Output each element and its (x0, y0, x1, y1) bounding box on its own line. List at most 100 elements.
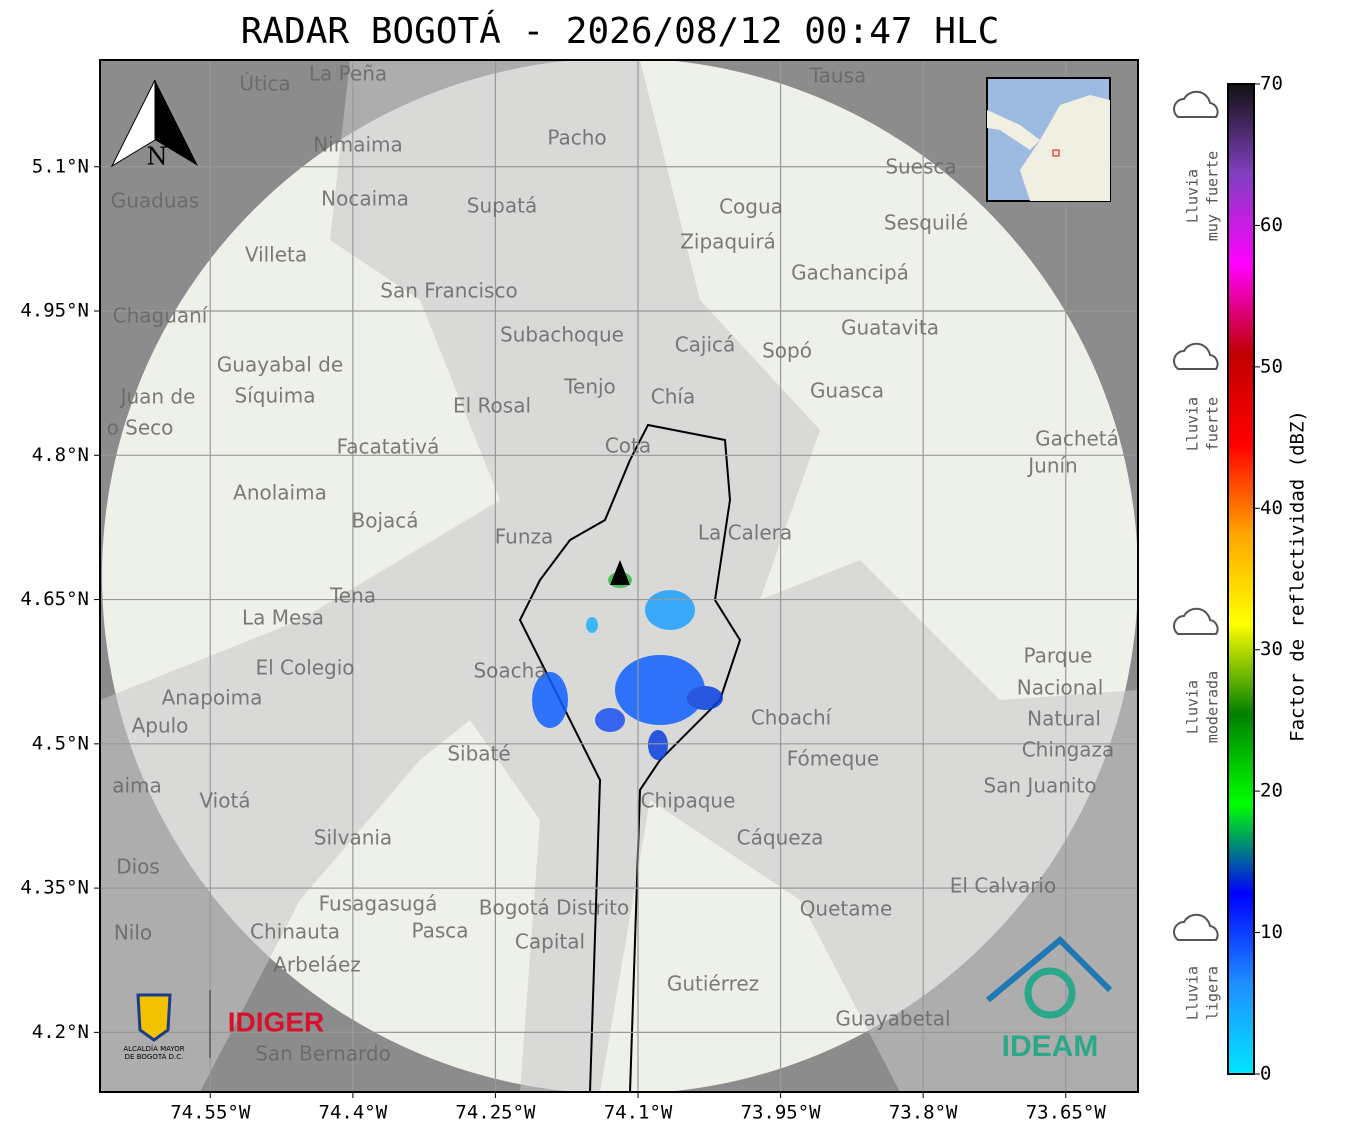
colorbar-tick-label: 10 (1260, 921, 1283, 943)
place-label: Guayabal de (217, 353, 343, 377)
place-label: San Juanito (983, 774, 1096, 798)
place-label: Dios (116, 855, 160, 879)
place-label: Juan de (119, 385, 196, 409)
place-label: Parque (1024, 644, 1093, 668)
idiger-logo: IDIGER (228, 1006, 324, 1037)
place-label: Tena (329, 584, 376, 608)
y-tick-label: 5.1°N (32, 155, 89, 177)
place-label: Facatativá (337, 435, 440, 459)
y-tick-label: 4.35°N (20, 877, 89, 899)
place-label: Cota (605, 434, 651, 458)
place-label: Viotá (199, 789, 250, 813)
place-label: Fusagasugá (319, 892, 438, 916)
places: La Peña Útica Tausa Pacho Nimaima Guaduas Noca… (107, 62, 1119, 1066)
place-label: Chía (651, 385, 695, 409)
place-label: Anapoima (162, 686, 263, 710)
colorbar-tick-label: 0 (1260, 1063, 1271, 1085)
place-label: Bogotá Distrito (479, 896, 629, 920)
y-tick-label: 4.2°N (32, 1021, 89, 1043)
inset-map (986, 77, 1111, 202)
place-label: Arbeláez (273, 953, 361, 977)
y-tick-label: 4.95°N (20, 300, 89, 322)
bogota-boundary (518, 423, 742, 1092)
place-label: Silvania (314, 826, 392, 850)
place-label: Pasca (411, 919, 468, 943)
place-label: Nacional (1017, 676, 1104, 700)
place-label: Choachí (751, 706, 833, 730)
place-label: Suesca (885, 155, 956, 179)
rain-level-label: fuerte (1204, 397, 1222, 451)
place-label: El Calvario (950, 874, 1056, 898)
place-label: Villeta (245, 243, 307, 267)
place-label: Subachoque (500, 323, 624, 347)
rain-icon (1173, 607, 1219, 635)
place-label: Nilo (114, 921, 152, 945)
rain-icon (1173, 90, 1219, 118)
place-label: La Peña (309, 62, 387, 86)
place-label: Pacho (547, 126, 606, 150)
grid (100, 60, 1138, 1092)
y-tick-label: 4.65°N (20, 588, 89, 610)
place-label: Nimaima (313, 133, 403, 157)
place-label: o Seco (107, 416, 174, 440)
y-tick-label: 4.5°N (32, 732, 89, 754)
rain-level-label: ligera (1204, 966, 1222, 1020)
rain-level-label: Lluvia (1184, 397, 1202, 451)
colorbar-tick-label: 70 (1260, 73, 1283, 95)
rain-level-label: Lluvia (1184, 966, 1202, 1020)
place-label: La Calera (698, 521, 792, 545)
map-area: La Peña Útica Tausa Pacho Nimaima Guaduas Noca… (100, 60, 1138, 1092)
map-frame (99, 59, 1139, 1093)
place-label: Natural (1027, 707, 1101, 731)
place-label: Zipaquirá (680, 230, 776, 254)
place-label: Guaduas (111, 189, 199, 213)
place-label: Tausa (809, 64, 867, 88)
rain-icon (1173, 913, 1219, 941)
place-label: Guasca (810, 379, 884, 403)
place-label: Supatá (467, 194, 537, 218)
place-label: Guayabetal (835, 1007, 950, 1031)
place-label: Chingaza (1022, 738, 1115, 762)
place-label: Soacha (473, 659, 546, 683)
place-label: Junín (1026, 454, 1077, 478)
place-label: Chipaque (641, 789, 736, 813)
place-label: Cogua (719, 195, 783, 219)
place-label: Síquima (235, 384, 316, 408)
x-tick-label: 74.25°W (455, 1102, 536, 1124)
title: RADAR BOGOTÁ - 2026/08/12 00:47 HLC (241, 10, 1000, 52)
colorbar-tick-label: 30 (1260, 638, 1283, 660)
rain-icon (1173, 342, 1219, 370)
place-label: Gutiérrez (667, 972, 759, 996)
place-label: Quetame (800, 897, 893, 921)
place-label: Sibaté (447, 742, 510, 766)
colorbar-tick-label: 20 (1260, 780, 1283, 802)
rain-level-label: Lluvia (1184, 169, 1202, 223)
place-label: Sopó (762, 339, 812, 363)
x-tick-label: 74.1°W (604, 1102, 673, 1124)
radar-site (610, 560, 630, 585)
place-label: Bojacá (351, 509, 418, 533)
alcaldia-line: ALCALDÍA MAYOR (123, 1044, 184, 1053)
place-label: Gachancipá (791, 261, 909, 285)
place-label: Fómeque (787, 747, 880, 771)
north-arrow: N (110, 79, 198, 171)
colorbar-tick-label: 50 (1260, 355, 1283, 377)
place-label: Gachetá (1035, 427, 1119, 451)
rain-level-label: Lluvia (1184, 680, 1202, 734)
x-tick-label: 74.55°W (170, 1102, 251, 1124)
logo-alcaldia: ALCALDÍA MAYOR DE BOGOTÁ D.C. IDIGER (123, 990, 324, 1061)
place-label: Sesquilé (884, 211, 968, 235)
place-label: San Bernardo (255, 1042, 391, 1066)
place-label: Cáqueza (737, 826, 824, 850)
place-label: Chinauta (250, 920, 340, 944)
place-label: La Mesa (242, 606, 324, 630)
x-tick-label: 73.8°W (889, 1102, 958, 1124)
place-label: Guatavita (841, 316, 939, 340)
colorbar-tick-label: 60 (1260, 214, 1283, 236)
x-tick-label: 73.95°W (741, 1102, 822, 1124)
colorbar-label: Factor de reflectividad (dBZ) (1287, 410, 1309, 742)
place-label: El Rosal (453, 394, 531, 418)
place-label: Útica (239, 72, 290, 96)
